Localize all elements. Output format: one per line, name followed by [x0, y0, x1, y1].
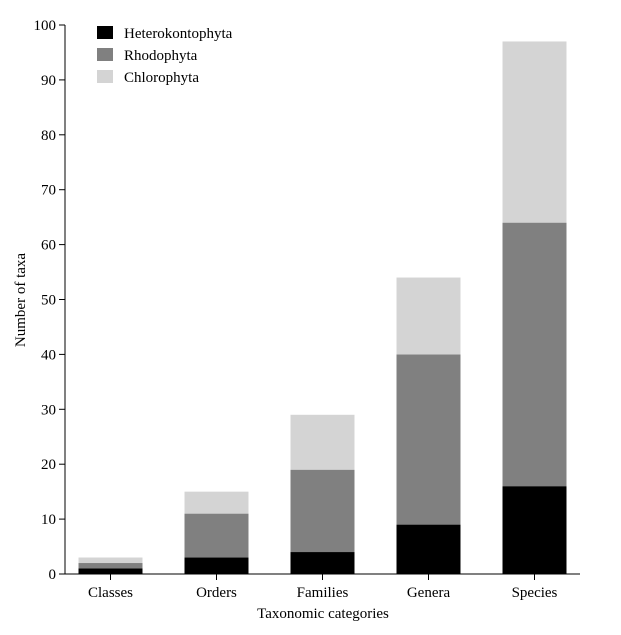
x-tick-label: Species — [512, 585, 558, 601]
x-tick-label: Orders — [196, 585, 237, 601]
x-tick-label: Genera — [407, 585, 451, 601]
axes: Classes Orders Families Genera Species 0 10 20 3… — [34, 18, 580, 601]
bar-families-rhodophyta — [290, 469, 355, 553]
y-axis-label: Number of taxa — [13, 253, 29, 347]
y-tick-label: 10 — [41, 512, 56, 528]
bar-genera-chlorophyta — [396, 277, 461, 355]
y-tick-label: 30 — [41, 402, 56, 418]
x-tick-label: Families — [297, 585, 349, 601]
legend-swatch — [97, 26, 113, 39]
legend-label: Heterokontophyta — [124, 26, 233, 42]
bar-orders-heterokontophyta — [184, 557, 249, 574]
bar-orders-rhodophyta — [184, 513, 249, 558]
x-tick-label: Classes — [88, 585, 133, 601]
y-tick-label: 90 — [41, 73, 56, 89]
legend-label: Rhodophyta — [124, 48, 198, 64]
y-tick-label: 0 — [49, 567, 57, 583]
legend: Heterokontophyta Rhodophyta Chlorophyta — [97, 26, 233, 86]
bar-classes-chlorophyta — [78, 557, 143, 564]
y-tick-label: 50 — [41, 293, 56, 309]
bar-classes-rhodophyta — [78, 563, 143, 569]
bar-families-chlorophyta — [290, 414, 355, 470]
bar-species-heterokontophyta — [502, 486, 567, 574]
bar-classes-heterokontophyta — [78, 568, 143, 574]
bar-species-rhodophyta — [502, 222, 567, 487]
bars — [78, 41, 567, 574]
y-tick-label: 60 — [41, 238, 56, 254]
legend-swatch — [97, 70, 113, 83]
bar-genera-rhodophyta — [396, 354, 461, 525]
bar-families-heterokontophyta — [290, 552, 355, 574]
bar-species-chlorophyta — [502, 41, 567, 223]
y-tick-label: 70 — [41, 183, 56, 199]
x-axis-label: Taxonomic categories — [257, 606, 389, 622]
bar-genera-heterokontophyta — [396, 524, 461, 574]
y-tick-label: 40 — [41, 347, 56, 363]
legend-label: Chlorophyta — [124, 70, 199, 86]
y-tick-label: 20 — [41, 457, 56, 473]
legend-swatch — [97, 48, 113, 61]
y-tick-label: 100 — [34, 18, 57, 34]
y-tick-label: 80 — [41, 128, 56, 144]
bar-orders-chlorophyta — [184, 491, 249, 514]
